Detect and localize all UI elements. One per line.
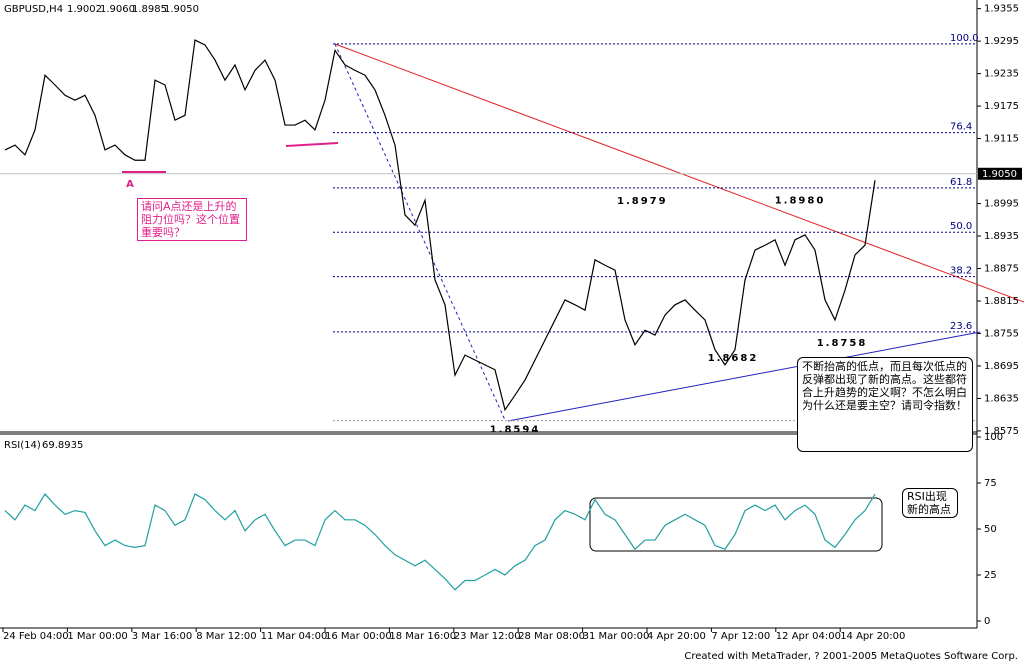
y-tick-label: 25: [984, 570, 997, 581]
y-tick-label: 1.8815: [984, 296, 1019, 307]
y-tick-label: 0: [984, 616, 990, 627]
y-tick-label: 100: [984, 432, 1003, 443]
y-tick-label: 75: [984, 478, 997, 489]
rsi-highlight: [589, 497, 883, 552]
question-note: 请问A点还是上升的阻力位吗？这个位置重要吗？: [137, 198, 247, 241]
fib-label: 76.4: [950, 122, 972, 133]
rsi-title: RSI(14): [4, 440, 41, 451]
y-tick-label: 1.9235: [984, 69, 1019, 80]
y-tick-label: 1.8635: [984, 393, 1019, 404]
x-tick-label: 24 Feb 04:00: [3, 631, 69, 642]
marker-a: A: [126, 179, 134, 190]
fib-label: 61.8: [950, 177, 972, 188]
x-tick-label: 12 Apr 04:00: [776, 631, 841, 642]
x-tick-label: 7 Apr 12:00: [711, 631, 770, 642]
ohlc-value: 1.8985: [132, 4, 167, 15]
y-tick-label: 1.9355: [984, 4, 1019, 15]
y-tick-label: 1.9175: [984, 101, 1019, 112]
x-tick-label: 31 Mar 00:00: [583, 631, 650, 642]
price-box: [978, 167, 1022, 180]
trend-line: [334, 43, 1024, 303]
footer: Created with MetaTrader, ? 2001-2005 Met…: [684, 651, 1018, 662]
trend-line: [507, 331, 981, 422]
y-tick-label: 1.8575: [984, 426, 1019, 437]
price-label: 1.8979: [617, 196, 668, 207]
fib-label: 100.0: [950, 33, 979, 44]
y-tick-label: 1.8935: [984, 231, 1019, 242]
fib-base-line: [334, 43, 506, 421]
y-tick-label: 1.8995: [984, 199, 1019, 210]
fib-label: 23.6: [950, 321, 972, 332]
y-tick-label: 1.8875: [984, 264, 1019, 275]
x-tick-label: 16 Mar 00:00: [325, 631, 392, 642]
y-tick-label: 1.8755: [984, 328, 1019, 339]
y-tick-label: 1.9115: [984, 134, 1019, 145]
x-tick-label: 14 Apr 20:00: [840, 631, 905, 642]
trend-note: 不断抬高的低点，而且每次低点的反弹都出现了新的高点。这些都符合上升趋势的定义啊？…: [797, 357, 973, 452]
price-label: 1.8758: [817, 338, 868, 349]
fib-label: 38.2: [950, 266, 972, 277]
ohlc-value: 1.9050: [164, 4, 199, 15]
price-label: 1.8980: [775, 196, 826, 207]
series-line: [4, 39, 876, 412]
x-tick-label: 4 Apr 20:00: [647, 631, 706, 642]
ohlc-value: 1.9060: [100, 4, 135, 15]
x-tick-label: 3 Mar 16:00: [132, 631, 192, 642]
x-tick-label: 11 Mar 04:00: [261, 631, 328, 642]
y-tick-label: 50: [984, 524, 997, 535]
series-line: [4, 493, 876, 591]
y-tick-label: 1.9295: [984, 36, 1019, 47]
y-tick-label: 1.8695: [984, 361, 1019, 372]
x-tick-label: 8 Mar 12:00: [196, 631, 256, 642]
x-tick-label: 28 Mar 08:00: [518, 631, 585, 642]
price-label: 1.8594: [490, 425, 541, 436]
ohlc-value: 1.9002: [67, 4, 102, 15]
x-tick-label: 18 Mar 16:00: [389, 631, 456, 642]
symbol: GBPUSD,H4: [4, 4, 63, 15]
resistance-mark: [285, 142, 339, 147]
fib-label: 50.0: [950, 221, 972, 232]
x-tick-label: 1 Mar 00:00: [67, 631, 127, 642]
rsi-note: RSI出现新的高点: [902, 488, 958, 518]
x-tick-label: 23 Mar 12:00: [454, 631, 521, 642]
price-box-label: 1.9050: [982, 169, 1017, 180]
rsi-value: 69.8935: [42, 440, 83, 451]
price-label: 1.8682: [708, 353, 759, 364]
